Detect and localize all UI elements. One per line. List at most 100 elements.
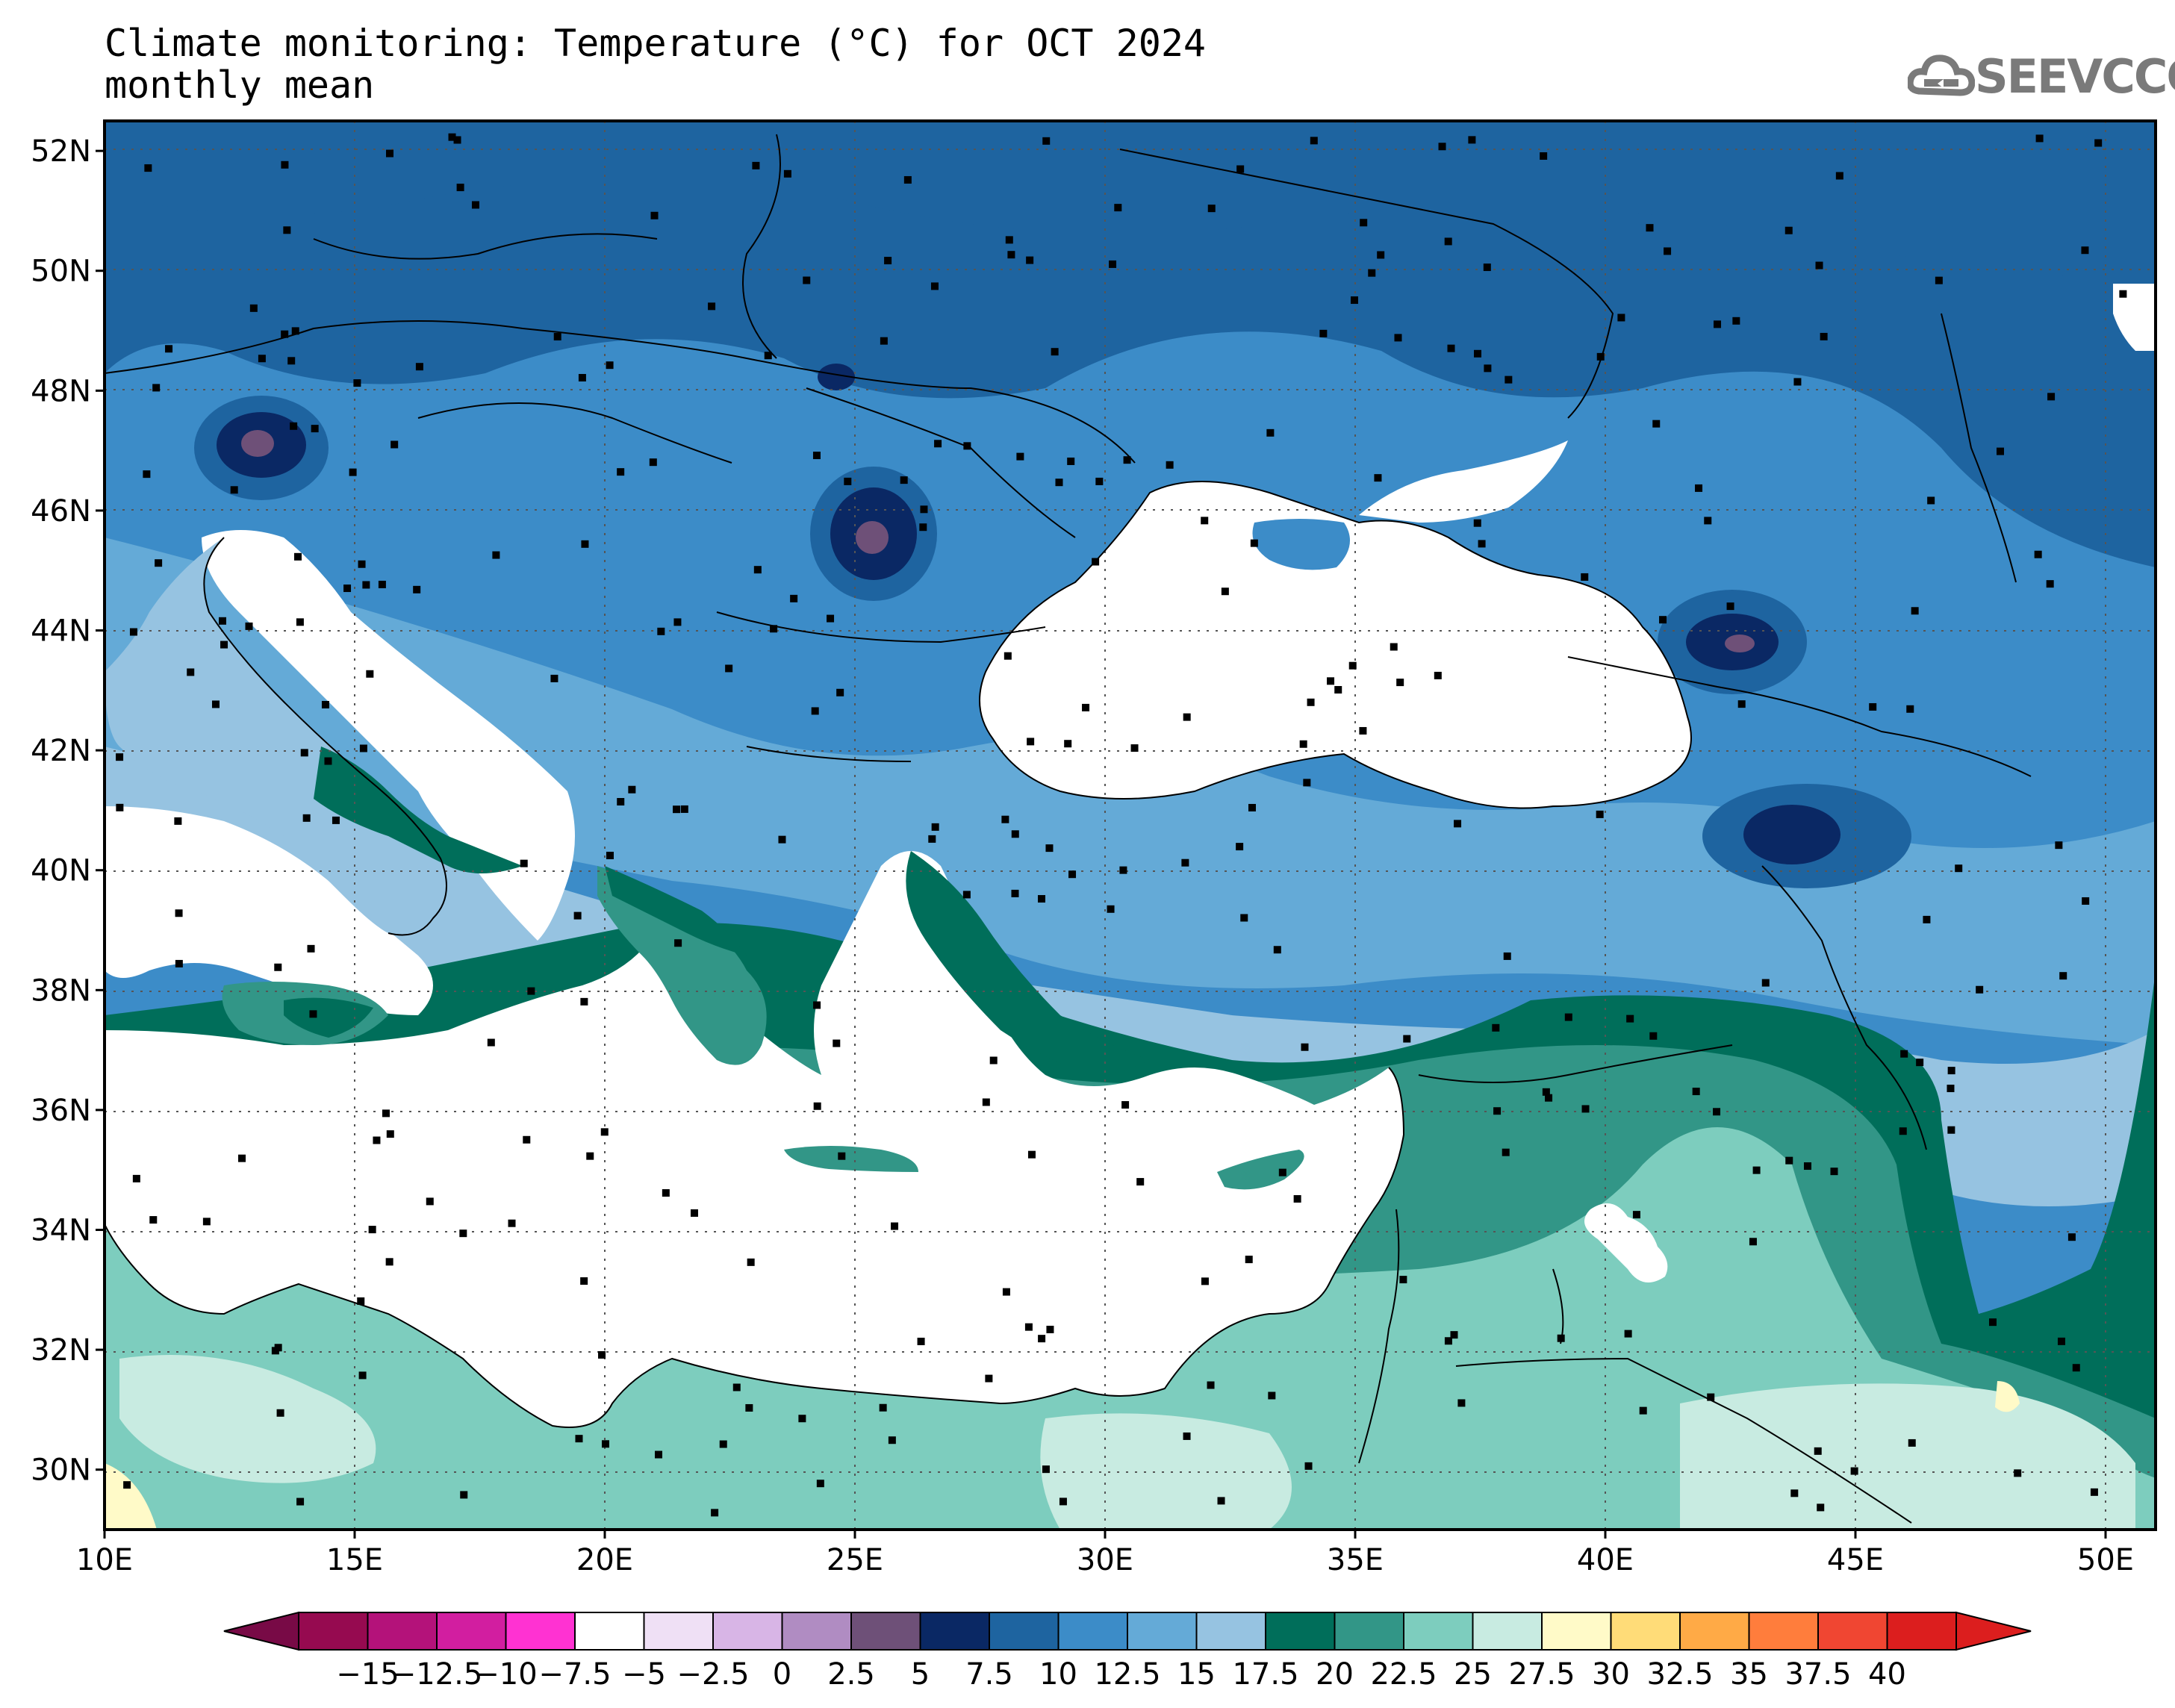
colorbar-swatch: [643, 1612, 714, 1651]
station-marker: [1820, 332, 1828, 340]
station-marker: [900, 476, 908, 484]
station-marker: [1695, 484, 1703, 492]
station-marker: [884, 257, 892, 265]
station-marker: [1911, 607, 1919, 615]
station-marker: [1815, 261, 1823, 269]
station-marker: [283, 226, 291, 234]
station-marker: [143, 470, 151, 479]
station-marker: [816, 1480, 824, 1488]
station-marker: [581, 540, 589, 548]
station-marker: [1027, 738, 1035, 746]
station-marker: [520, 859, 528, 867]
station-marker: [844, 477, 852, 485]
colorbar-label: −2.5: [676, 1657, 749, 1692]
lon-tick-label: 10E: [76, 1543, 133, 1577]
station-marker: [175, 909, 183, 917]
station-marker: [1303, 779, 1311, 787]
lat-tick-label: 42N: [31, 734, 91, 768]
station-marker: [813, 1001, 821, 1009]
cold-core-caucasus-center: [1725, 635, 1755, 652]
station-marker: [1639, 1406, 1647, 1415]
station-marker: [332, 816, 340, 824]
station-marker: [803, 276, 811, 284]
station-marker: [471, 201, 479, 209]
station-marker: [1447, 344, 1455, 352]
station-marker: [1327, 677, 1335, 685]
station-marker: [1266, 428, 1275, 437]
station-marker: [1793, 378, 1802, 386]
colorbar-swatch: [850, 1612, 921, 1651]
station-marker: [1307, 698, 1315, 706]
station-marker: [413, 585, 421, 593]
lat-tick-label: 36N: [31, 1094, 91, 1128]
station-marker: [1348, 661, 1357, 670]
station-marker: [601, 1440, 609, 1448]
station-marker: [1046, 1325, 1054, 1333]
station-marker: [508, 1219, 516, 1227]
lon-tick-label: 35E: [1327, 1543, 1384, 1577]
station-marker: [1183, 713, 1191, 721]
station-marker: [578, 373, 586, 381]
station-marker: [811, 707, 819, 715]
station-marker: [1001, 815, 1009, 823]
colorbar-label: 25: [1454, 1657, 1492, 1692]
station-marker: [116, 753, 124, 761]
colorbar-swatch: [1057, 1612, 1128, 1651]
station-marker: [989, 1056, 998, 1065]
station-marker: [358, 560, 366, 568]
station-marker: [1166, 461, 1174, 469]
station-marker: [302, 814, 311, 822]
station-marker: [888, 1436, 896, 1444]
colorbar-label: −5: [622, 1657, 666, 1692]
cold-core-alps-center: [241, 430, 274, 457]
station-marker: [1310, 137, 1318, 145]
station-marker: [1273, 946, 1281, 954]
colorbar-swatch: [367, 1612, 438, 1651]
station-marker: [919, 523, 927, 532]
station-marker: [357, 1297, 365, 1305]
colorbar-label: −15: [336, 1657, 399, 1692]
station-marker: [1095, 477, 1104, 485]
station-marker: [575, 1435, 583, 1443]
station-marker: [1064, 740, 1072, 748]
station-marker: [258, 355, 266, 363]
station-marker: [1268, 1391, 1276, 1400]
station-marker: [2082, 897, 2090, 905]
colorbar-label: 30: [1592, 1657, 1630, 1692]
station-marker: [123, 1481, 131, 1489]
station-marker: [1301, 1043, 1309, 1051]
station-marker: [1016, 452, 1024, 461]
ionian-aegean-med: [105, 851, 1404, 1427]
station-marker: [386, 149, 394, 158]
station-marker: [1652, 420, 1661, 428]
colorbar-swatch: [1541, 1612, 1612, 1651]
lat-tick-label: 46N: [31, 494, 91, 529]
station-marker: [1714, 320, 1722, 328]
station-marker: [1399, 1276, 1407, 1284]
station-marker: [1005, 236, 1013, 244]
station-marker: [1473, 519, 1481, 527]
station-marker: [1545, 1094, 1553, 1102]
station-marker: [1119, 866, 1127, 874]
station-marker: [1082, 703, 1090, 711]
colorbar-swatch: [1334, 1612, 1404, 1651]
station-marker: [649, 458, 657, 467]
station-marker: [1988, 1318, 1997, 1327]
station-marker: [353, 379, 361, 387]
logo-text: SEEVCCC: [1975, 49, 2175, 104]
lon-tick-label: 50E: [2077, 1543, 2134, 1577]
station-marker: [174, 817, 182, 825]
station-marker: [307, 944, 315, 953]
station-marker: [1037, 895, 1045, 903]
station-marker: [2081, 246, 2089, 255]
station-marker: [1713, 1108, 1721, 1116]
station-marker: [2046, 580, 2054, 588]
station-marker: [1236, 165, 1245, 173]
colorbar-label: 22.5: [1370, 1657, 1437, 1692]
station-marker: [1737, 700, 1746, 708]
colorbar-label: 7.5: [965, 1657, 1013, 1692]
station-marker: [1908, 1439, 1916, 1447]
station-marker: [245, 622, 253, 630]
station-marker: [382, 1109, 390, 1118]
